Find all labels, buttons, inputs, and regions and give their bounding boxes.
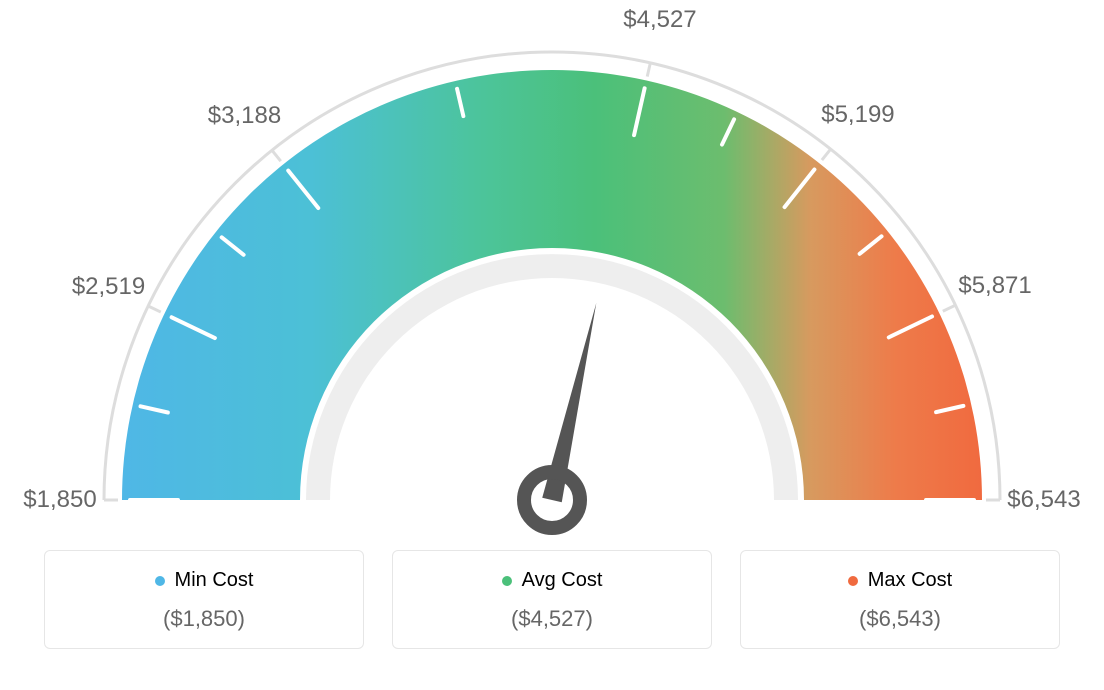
legend-dot-max xyxy=(848,576,858,586)
legend-value-avg: ($4,527) xyxy=(403,606,701,632)
legend-label-min: Min Cost xyxy=(175,569,254,592)
gauge-tick-label: $1,850 xyxy=(23,486,96,514)
legend-dot-min xyxy=(155,576,165,586)
gauge-tick-label: $2,519 xyxy=(72,273,145,301)
gauge-tick-label: $6,543 xyxy=(1007,486,1080,514)
legend-title-max: Max Cost xyxy=(848,569,952,592)
legend-title-avg: Avg Cost xyxy=(502,569,603,592)
legend-card-min: Min Cost ($1,850) xyxy=(44,550,364,649)
legend-row: Min Cost ($1,850) Avg Cost ($4,527) Max … xyxy=(0,550,1104,649)
legend-value-max: ($6,543) xyxy=(751,606,1049,632)
gauge-tick-label: $5,871 xyxy=(958,272,1031,300)
gauge-tick-label: $4,527 xyxy=(623,6,696,34)
gauge-tick-label: $5,199 xyxy=(821,101,894,129)
legend-card-avg: Avg Cost ($4,527) xyxy=(392,550,712,649)
legend-card-max: Max Cost ($6,543) xyxy=(740,550,1060,649)
gauge-chart: $1,850 $2,519 $3,188 $4,527 $5,199 $5,871 $6,5… xyxy=(0,0,1104,540)
legend-dot-avg xyxy=(502,576,512,586)
gauge-svg xyxy=(0,0,1104,540)
legend-value-min: ($1,850) xyxy=(55,606,353,632)
legend-label-avg: Avg Cost xyxy=(522,569,603,592)
gauge-tick-label: $3,188 xyxy=(208,102,281,130)
legend-label-max: Max Cost xyxy=(868,569,952,592)
legend-title-min: Min Cost xyxy=(155,569,254,592)
